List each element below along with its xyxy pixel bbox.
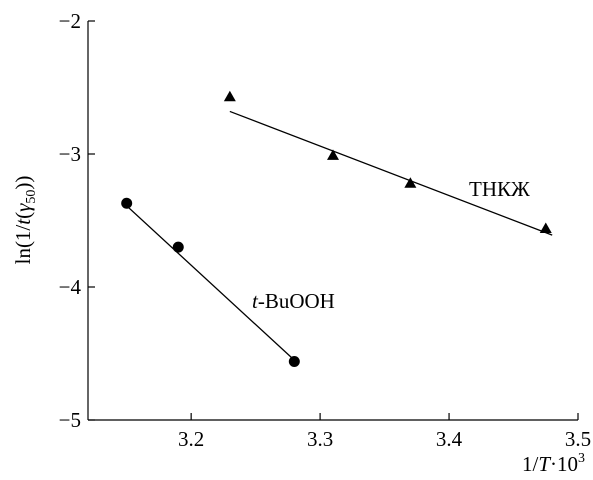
fit-lines <box>126 110 553 361</box>
data-point <box>404 177 417 188</box>
ticks: 3.2 3.3 3.4 3.5 −2 −3 −4 −5 <box>59 9 591 451</box>
axes <box>87 21 578 421</box>
data-points <box>121 90 552 367</box>
x-axis-label: 1/T·103 <box>522 451 585 476</box>
series-label-thkzh: ТНКЖ <box>469 177 530 201</box>
data-point <box>327 149 339 160</box>
y-tick-label: −3 <box>59 142 81 166</box>
x-tick-label: 3.3 <box>307 427 333 451</box>
data-point <box>172 241 184 253</box>
x-tick-label: 3.5 <box>565 427 591 451</box>
y-axis-label: ln(1/t(γ50)) <box>11 176 39 265</box>
x-tick-label: 3.4 <box>436 427 463 451</box>
y-tick-label: −2 <box>59 9 81 33</box>
data-point <box>288 355 300 367</box>
data-point <box>121 197 133 209</box>
x-tick-label: 3.2 <box>178 427 204 451</box>
fit-line <box>126 205 295 361</box>
y-tick-label: −4 <box>59 275 82 299</box>
data-point <box>539 222 552 233</box>
y-tick-label: −5 <box>59 408 81 432</box>
data-point <box>223 90 236 102</box>
series-label-t-buooh: t-BuOOH <box>252 289 335 313</box>
fit-line <box>229 110 553 236</box>
